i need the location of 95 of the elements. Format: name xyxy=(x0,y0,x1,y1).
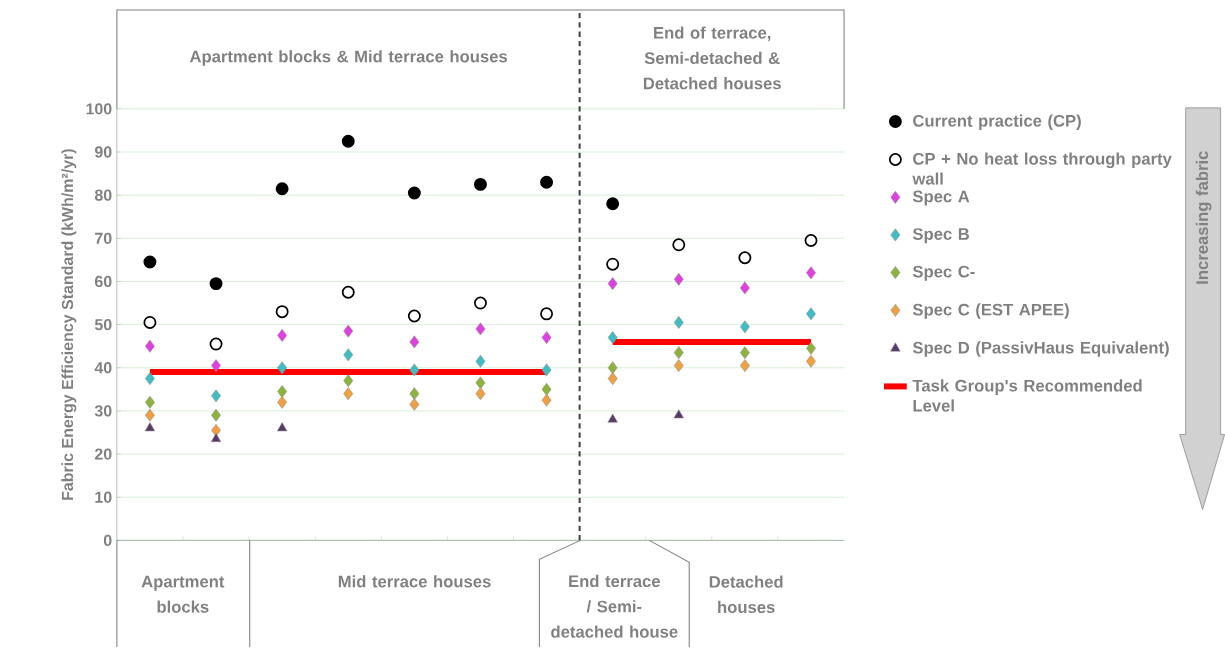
legend-label: Spec C (EST APEE) xyxy=(912,303,1069,319)
point xyxy=(211,389,221,403)
point xyxy=(211,359,221,373)
point xyxy=(475,376,486,390)
point xyxy=(673,273,684,286)
y-tick-label: 100 xyxy=(86,103,112,115)
y-tick-label: 10 xyxy=(95,491,112,503)
point xyxy=(474,296,487,310)
point xyxy=(606,257,620,271)
point xyxy=(275,305,289,319)
point xyxy=(606,197,620,211)
point xyxy=(673,346,684,360)
text: Apartment blocks xyxy=(141,575,225,613)
point xyxy=(740,320,750,334)
point xyxy=(738,251,752,265)
point xyxy=(145,339,155,353)
point xyxy=(740,346,750,360)
point xyxy=(740,281,750,295)
point xyxy=(806,266,816,280)
point xyxy=(211,424,221,437)
point xyxy=(607,413,618,423)
y-axis-title: Fabric Energy Efficiency Standard (kWh/m²/yr) xyxy=(61,149,77,500)
point xyxy=(673,359,684,373)
point xyxy=(475,387,486,401)
point xyxy=(540,175,554,189)
point xyxy=(806,342,816,355)
point xyxy=(210,433,222,443)
point xyxy=(409,387,420,401)
point xyxy=(409,335,420,349)
point xyxy=(277,361,288,375)
point xyxy=(145,408,155,422)
text: End terrace / Semi-detached house xyxy=(551,574,678,638)
y-tick-label: 0 xyxy=(103,534,112,547)
point xyxy=(740,359,750,373)
point xyxy=(343,348,354,362)
point xyxy=(343,324,354,338)
legend-label: Task Group's Recommended Level xyxy=(912,379,1142,412)
point xyxy=(145,372,155,386)
point xyxy=(145,396,155,409)
point xyxy=(341,134,355,148)
point xyxy=(804,234,818,248)
point xyxy=(607,331,618,345)
point xyxy=(541,383,552,396)
legend-label: Spec C- xyxy=(912,265,975,281)
legend-label: Spec D (PassivHaus Equivalent) xyxy=(912,341,1169,357)
y-tick-label: 40 xyxy=(94,362,112,374)
point xyxy=(409,398,420,411)
text: Apartment blocks & Mid terrace houses xyxy=(189,50,508,66)
point xyxy=(277,396,288,409)
y-tick-label: 80 xyxy=(94,189,112,201)
point xyxy=(474,178,487,191)
point xyxy=(341,285,355,299)
point xyxy=(277,329,288,342)
legend-label: CP + No heat loss through party wall xyxy=(912,152,1172,185)
point xyxy=(672,238,686,252)
point xyxy=(143,316,157,330)
point xyxy=(475,355,486,368)
point xyxy=(540,307,554,321)
point xyxy=(541,363,552,377)
legend-label: Spec A xyxy=(912,190,970,206)
point xyxy=(475,322,486,336)
point xyxy=(806,307,816,321)
point xyxy=(541,393,552,407)
point xyxy=(211,408,221,422)
point xyxy=(209,277,223,291)
text: Detached houses xyxy=(709,575,783,614)
point xyxy=(673,409,684,419)
y-tick-label: 30 xyxy=(94,405,112,417)
y-tick-label: 50 xyxy=(94,319,112,331)
text: End of terrace, Semi-detached & Detached houses xyxy=(643,26,781,90)
point xyxy=(144,422,156,432)
legend-label: Spec B xyxy=(912,228,970,244)
point xyxy=(673,316,684,329)
y-tick-label: 90 xyxy=(94,146,112,158)
point xyxy=(343,374,354,388)
y-tick-label: 20 xyxy=(94,448,112,460)
point xyxy=(275,182,289,196)
point xyxy=(343,387,354,401)
y-tick-label: 60 xyxy=(94,275,112,288)
point xyxy=(277,385,288,399)
point xyxy=(143,255,157,269)
point xyxy=(407,309,421,323)
point xyxy=(407,186,421,200)
point xyxy=(607,361,618,375)
point xyxy=(806,355,816,368)
point xyxy=(209,337,223,351)
point xyxy=(277,422,288,432)
y-tick-label: 70 xyxy=(95,232,112,245)
point xyxy=(607,277,618,291)
point xyxy=(409,363,420,377)
point xyxy=(607,372,618,386)
text: Increasing fabric xyxy=(1195,151,1212,284)
legend-label: Current practice (CP) xyxy=(913,114,1081,131)
point xyxy=(541,331,552,345)
text: Mid terrace houses xyxy=(338,575,491,588)
